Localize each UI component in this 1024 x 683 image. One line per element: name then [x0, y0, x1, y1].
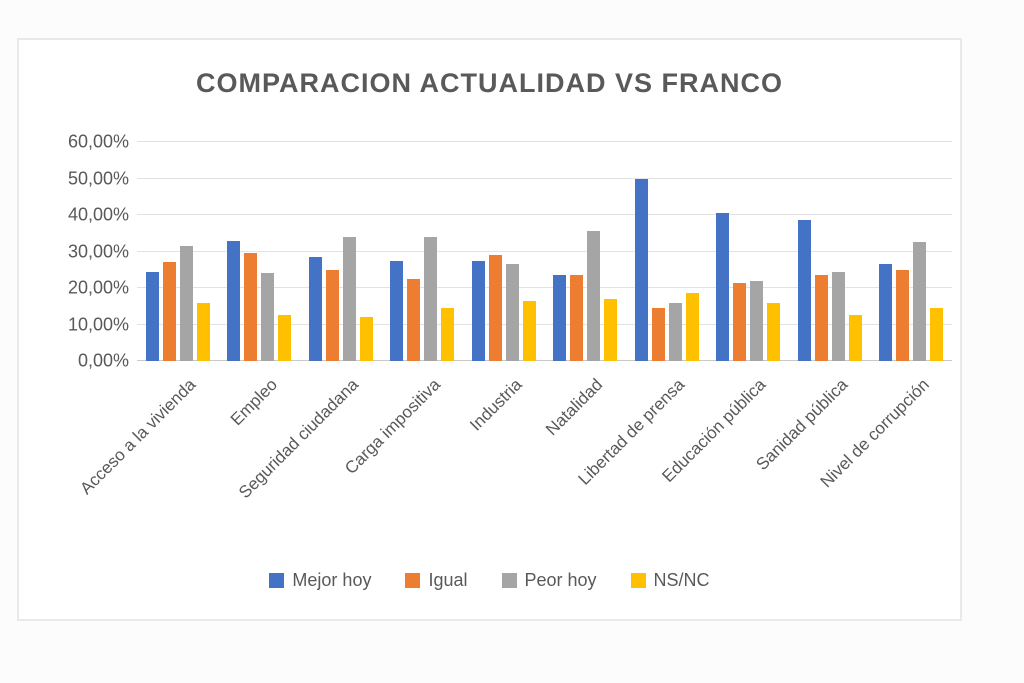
x-axis-label: Sanidad pública: [752, 375, 852, 474]
legend-item: Igual: [405, 570, 468, 591]
bar-group: [137, 142, 219, 361]
y-axis-tick-label: 60,00%: [67, 131, 129, 152]
bar-group: [708, 142, 790, 361]
bar-mejor-hoy: [390, 260, 404, 361]
bar-igual: [651, 308, 665, 361]
x-axis-label: Empleo: [226, 375, 281, 430]
bar-group: [300, 142, 382, 361]
bar-mejor-hoy: [716, 213, 730, 361]
bar-peor-hoy: [831, 271, 845, 361]
bar-group: [871, 142, 953, 361]
x-axis-label: Acceso a la vivienda: [76, 375, 200, 499]
bar-peor-hoy: [342, 236, 356, 361]
legend-label: NS/NC: [653, 570, 710, 590]
bar-igual: [733, 282, 747, 361]
legend-swatch: [269, 573, 285, 588]
bar-group: [789, 142, 871, 361]
bar-mejor-hoy: [308, 256, 322, 361]
legend-label: Peor hoy: [524, 570, 597, 590]
bar-igual: [325, 269, 339, 361]
bar-peor-hoy: [505, 264, 519, 361]
x-axis-label: Seguridad ciudadana: [235, 375, 363, 503]
bar-ns-nc: [930, 308, 944, 361]
bar-group: [463, 142, 545, 361]
bar-igual: [570, 275, 584, 361]
bar-group: [545, 142, 627, 361]
x-axis: Acceso a la vivienda Empleo Seguridad ciud…: [76, 361, 952, 571]
bar-group: [219, 142, 301, 361]
bar-mejor-hoy: [145, 271, 159, 361]
bar-igual: [488, 255, 502, 361]
bar-peor-hoy: [179, 246, 193, 361]
bar-igual: [814, 275, 828, 361]
bar-ns-nc: [196, 302, 210, 361]
bar-ns-nc: [767, 302, 781, 361]
x-axis-label: Nivel de corrupción: [816, 375, 933, 492]
x-axis-label: Industria: [465, 375, 526, 435]
bar-mejor-hoy: [227, 240, 241, 361]
bar-peor-hoy: [587, 231, 601, 361]
x-axis-label: Educación pública: [658, 375, 770, 487]
legend-swatch: [630, 573, 646, 588]
x-axis-label: Libertad de prensa: [574, 375, 689, 489]
legend-swatch: [405, 573, 421, 588]
gridline: [137, 323, 952, 325]
x-axis-label: Carga impositiva: [340, 375, 444, 478]
bar-igual: [896, 269, 910, 361]
bar-igual: [407, 278, 421, 361]
y-axis-tick-label: 50,00%: [67, 168, 129, 188]
gridline: [137, 141, 952, 142]
bar-mejor-hoy: [553, 275, 567, 361]
bar-peor-hoy: [913, 242, 927, 361]
bar-mejor-hoy: [634, 178, 648, 361]
legend-label: Igual: [428, 570, 468, 590]
bar-ns-nc: [278, 315, 292, 361]
y-axis-tick-label: 10,00%: [67, 314, 129, 335]
gridline: [137, 250, 952, 252]
bar-ns-nc: [848, 315, 862, 361]
bar-ns-nc: [441, 308, 455, 361]
y-axis: 0,00% 10,00% 20,00% 30,00% 40,00% 50,00% 60,00…: [29, 132, 129, 371]
plot-area: [137, 141, 952, 361]
chart-title: COMPARACION ACTUALIDAD VS FRANCO: [196, 68, 783, 98]
chart-frame: COMPARACION ACTUALIDAD VS FRANCO 0,00% 10…: [17, 38, 962, 621]
gridline: [137, 360, 952, 361]
bar-ns-nc: [685, 293, 699, 361]
legend-swatch: [501, 573, 517, 588]
legend-item: Peor hoy: [501, 570, 597, 591]
bar-mejor-hoy: [797, 220, 811, 361]
legend-label: Mejor hoy: [292, 570, 372, 590]
bar-ns-nc: [359, 317, 373, 361]
bar-groups-container: [137, 142, 952, 361]
bar-peor-hoy: [261, 273, 275, 361]
bar-peor-hoy: [668, 302, 682, 361]
bar-igual: [162, 262, 176, 361]
y-axis-tick-label: 40,00%: [67, 204, 129, 225]
bar-mejor-hoy: [471, 260, 485, 361]
gridline: [137, 287, 952, 289]
gridline: [137, 177, 952, 179]
x-axis-label: Natalidad: [542, 375, 607, 440]
bar-ns-nc: [604, 298, 618, 361]
bar-peor-hoy: [750, 280, 764, 361]
legend: Mejor hoy Igual Peor hoy NS/NC: [19, 570, 960, 591]
bar-peor-hoy: [424, 236, 438, 361]
legend-item: NS/NC: [630, 570, 710, 591]
bar-mejor-hoy: [879, 264, 893, 361]
gridline: [137, 214, 952, 216]
y-axis-tick-label: 30,00%: [67, 241, 129, 261]
bar-group: [382, 142, 464, 361]
bar-group: [626, 142, 708, 361]
bar-igual: [244, 253, 258, 361]
y-axis-tick-label: 20,00%: [67, 277, 129, 298]
y-axis-tick-label: 0,00%: [77, 350, 129, 371]
legend-item: Mejor hoy: [269, 570, 371, 591]
bar-ns-nc: [522, 300, 536, 361]
